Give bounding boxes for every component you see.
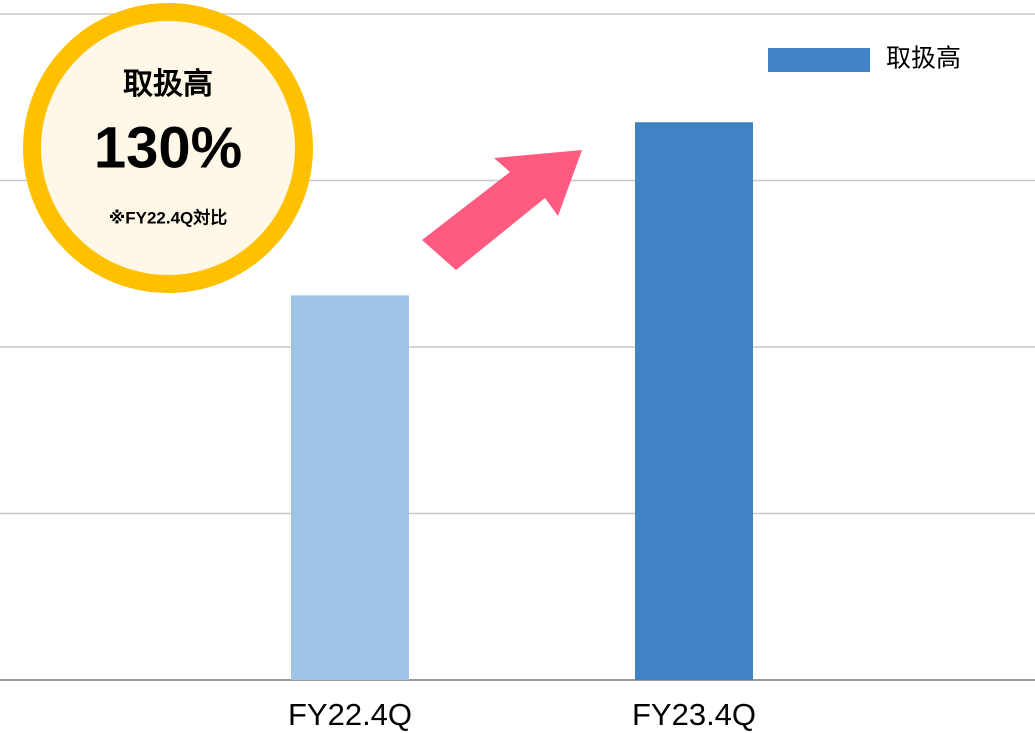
x-tick-label: FY23.4Q: [632, 697, 756, 732]
legend-label: 取扱高: [886, 45, 961, 73]
badge-value: 130%: [94, 115, 242, 180]
badge-note: ※FY22.4Q対比: [109, 207, 228, 227]
legend-swatch: [768, 48, 870, 72]
plot: FY22.4Q FY23.4Q 取扱高: [0, 13, 1035, 732]
bar: [291, 295, 409, 680]
arrow: [422, 150, 582, 270]
x-tick-label: FY22.4Q: [288, 697, 412, 732]
badge: 取扱高 130% ※FY22.4Q対比: [23, 3, 313, 293]
badge-circle: [23, 3, 313, 293]
badge-title: 取扱高: [123, 68, 213, 101]
bar: [635, 122, 753, 681]
